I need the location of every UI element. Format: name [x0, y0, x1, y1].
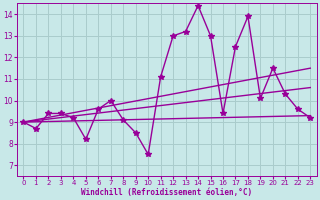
X-axis label: Windchill (Refroidissement éolien,°C): Windchill (Refroidissement éolien,°C)	[81, 188, 252, 197]
